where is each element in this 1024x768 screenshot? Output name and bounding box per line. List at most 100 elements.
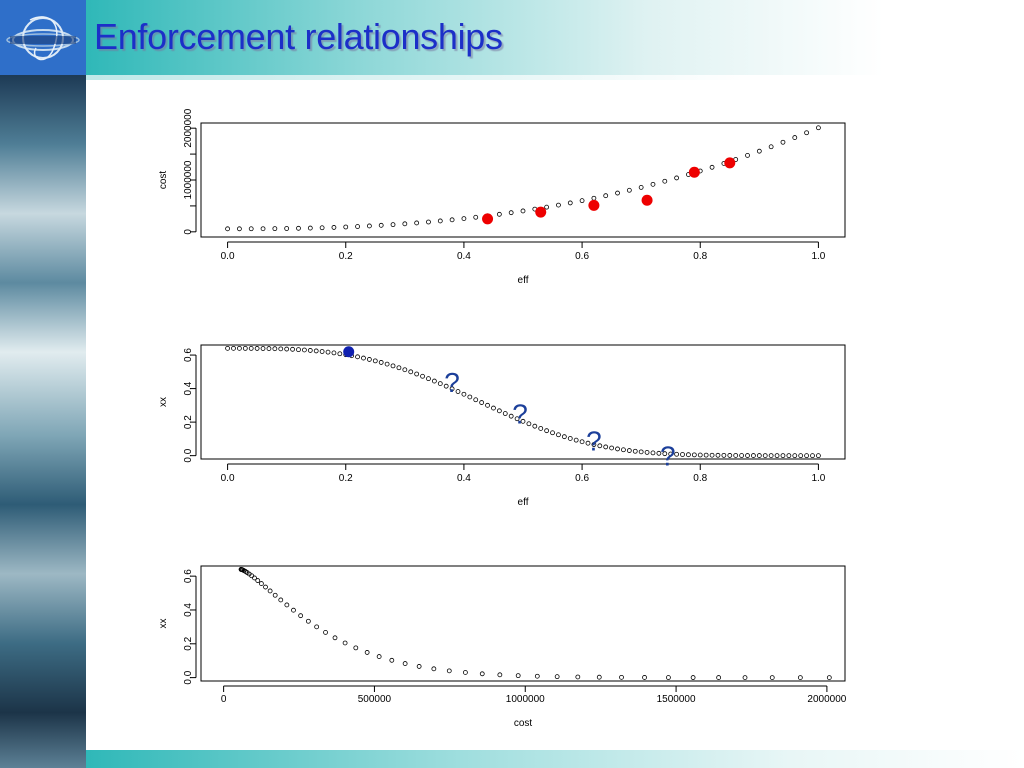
curve-point bbox=[416, 664, 422, 669]
curve-point bbox=[798, 453, 804, 459]
x-tick-label: 0.0 bbox=[221, 251, 235, 262]
curve-point bbox=[650, 181, 656, 187]
curve-point bbox=[561, 434, 567, 440]
curve-point bbox=[267, 588, 273, 594]
curve-point bbox=[431, 378, 437, 384]
highlighted-point bbox=[535, 206, 547, 218]
curve-point bbox=[567, 200, 573, 206]
y-tick-label: 0.2 bbox=[183, 636, 194, 650]
curve-point bbox=[632, 448, 638, 454]
curve-point bbox=[278, 597, 284, 603]
curve-point bbox=[366, 223, 372, 229]
curve-point bbox=[626, 448, 632, 453]
curve-point bbox=[252, 575, 257, 581]
curve-point bbox=[263, 584, 268, 590]
curve-point bbox=[485, 402, 490, 408]
question-mark-annotation: ? bbox=[660, 441, 676, 472]
curve-point bbox=[742, 675, 748, 680]
curve-point bbox=[225, 345, 230, 351]
curve-point bbox=[538, 426, 544, 431]
curve-point bbox=[751, 453, 756, 458]
x-tick-label: 0.4 bbox=[457, 251, 471, 262]
curve-point bbox=[426, 219, 431, 225]
highlighted-point bbox=[482, 213, 494, 225]
y-tick-label: 0.6 bbox=[183, 569, 194, 583]
highlighted-point bbox=[588, 199, 600, 211]
curve-point bbox=[332, 635, 338, 641]
curve-point bbox=[638, 184, 644, 190]
curve-point bbox=[668, 451, 674, 457]
curve-point bbox=[514, 416, 520, 422]
curve-point bbox=[402, 221, 408, 227]
curve-point bbox=[691, 452, 697, 458]
curve-point bbox=[331, 225, 337, 230]
curve-point bbox=[816, 453, 821, 459]
curve-point bbox=[291, 607, 296, 613]
x-tick-label: 0.6 bbox=[575, 473, 589, 484]
curve-point bbox=[414, 220, 420, 226]
curve-point bbox=[556, 432, 561, 438]
curve-point bbox=[727, 453, 733, 458]
curve-point bbox=[534, 673, 540, 679]
curve-point bbox=[768, 144, 774, 150]
curve-point bbox=[254, 346, 260, 351]
curve-point bbox=[305, 618, 311, 624]
curve-point bbox=[366, 357, 372, 362]
curve-point bbox=[258, 581, 264, 586]
y-axis-label: cost bbox=[158, 171, 169, 190]
curve-point bbox=[272, 592, 278, 598]
curve-point bbox=[242, 345, 248, 351]
curve-point bbox=[609, 445, 615, 451]
plot-frame bbox=[200, 122, 846, 238]
curve-point bbox=[567, 436, 573, 441]
curve-point bbox=[596, 674, 602, 680]
curve-point bbox=[319, 225, 325, 231]
curve-point bbox=[797, 675, 803, 681]
y-axis-label: xx bbox=[158, 397, 169, 407]
curve-point bbox=[804, 130, 809, 136]
curve-point bbox=[390, 222, 396, 228]
curve-point bbox=[449, 386, 455, 392]
globe-logo-icon bbox=[0, 0, 86, 75]
curve-point bbox=[384, 361, 390, 367]
curve-point bbox=[619, 674, 624, 680]
curve-point bbox=[515, 673, 521, 679]
y-tick-label: 0.0 bbox=[183, 670, 194, 684]
x-tick-label: 500000 bbox=[358, 694, 392, 705]
curve-point bbox=[284, 226, 290, 231]
curve-point bbox=[225, 226, 230, 232]
curve-point bbox=[307, 348, 313, 353]
curve-point bbox=[343, 224, 349, 230]
x-tick-label: 1.0 bbox=[811, 473, 825, 484]
curve-point bbox=[496, 408, 502, 414]
curve-point bbox=[323, 629, 328, 635]
x-tick-label: 1000000 bbox=[506, 694, 545, 705]
curve-point bbox=[248, 345, 254, 351]
curve-point bbox=[491, 405, 496, 411]
plot-frame bbox=[200, 565, 846, 682]
y-tick-label: 2000000 bbox=[183, 108, 194, 147]
curve-point bbox=[715, 452, 721, 458]
curve-point bbox=[556, 202, 561, 208]
x-tick-label: 0.4 bbox=[457, 473, 471, 484]
curve-point bbox=[615, 446, 620, 452]
y-axis-label: xx bbox=[158, 619, 169, 629]
page-title: Enforcement relationships bbox=[94, 16, 503, 57]
x-tick-label: 0.2 bbox=[339, 251, 353, 262]
x-axis-label: eff bbox=[518, 275, 529, 286]
curve-point bbox=[496, 211, 502, 217]
curve-point bbox=[284, 602, 290, 608]
curve-point bbox=[579, 198, 585, 204]
curve-point bbox=[597, 443, 603, 449]
curve-point bbox=[579, 439, 585, 445]
highlighted-point bbox=[688, 166, 700, 178]
curve-point bbox=[473, 214, 479, 220]
curve-point bbox=[739, 453, 745, 458]
curve-point bbox=[716, 675, 722, 680]
curve-point bbox=[520, 208, 526, 214]
x-axis-label: eff bbox=[518, 497, 529, 508]
curve-point bbox=[376, 654, 382, 659]
curve-point bbox=[231, 345, 236, 351]
curve-point bbox=[446, 668, 452, 674]
curve-point bbox=[768, 453, 774, 459]
